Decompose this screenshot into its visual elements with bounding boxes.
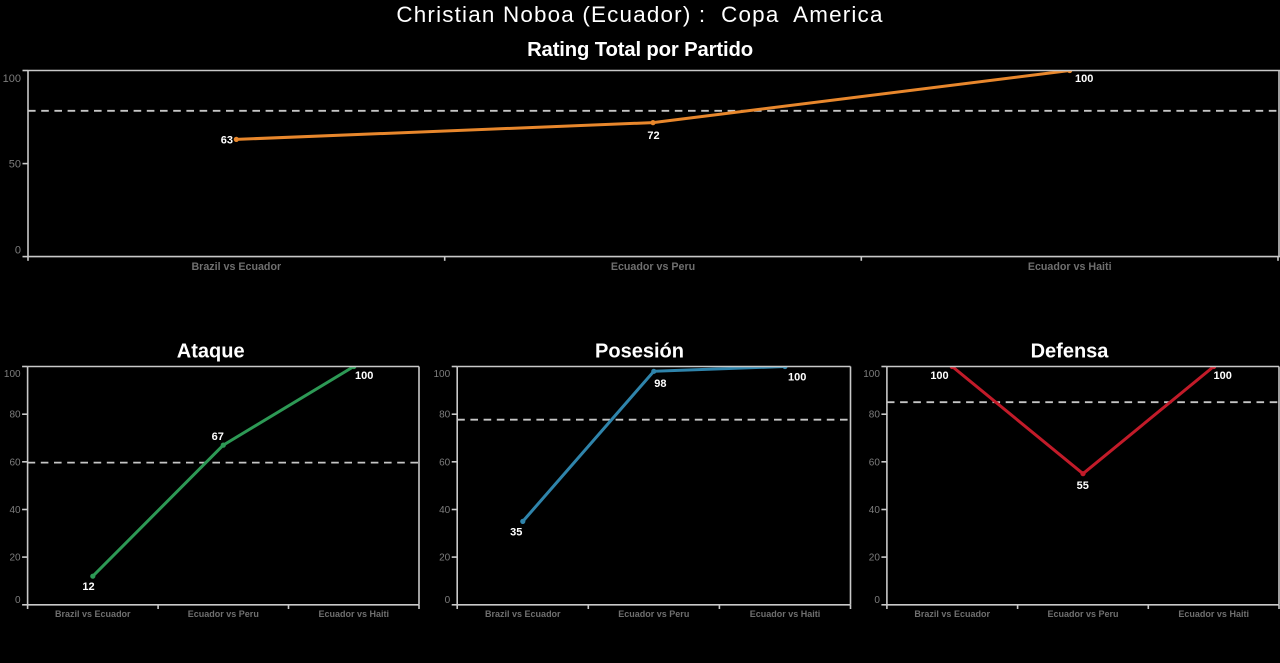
svg-text:Ecuador vs Peru: Ecuador vs Peru: [188, 609, 259, 619]
svg-text:40: 40: [439, 505, 451, 516]
svg-text:60: 60: [869, 457, 881, 468]
svg-text:Ataque: Ataque: [177, 341, 245, 363]
svg-text:60: 60: [9, 457, 21, 468]
svg-text:98: 98: [654, 378, 666, 390]
svg-text:72: 72: [647, 130, 659, 142]
svg-text:100: 100: [4, 369, 21, 380]
svg-text:100: 100: [3, 73, 21, 85]
svg-text:Ecuador vs Haiti: Ecuador vs Haiti: [1178, 609, 1249, 619]
svg-text:100: 100: [788, 372, 806, 384]
svg-text:0: 0: [874, 595, 880, 606]
svg-text:Ecuador vs Haiti: Ecuador vs Haiti: [319, 609, 390, 619]
svg-text:Ecuador vs Haiti: Ecuador vs Haiti: [1028, 261, 1112, 273]
svg-text:20: 20: [869, 553, 881, 564]
svg-text:80: 80: [439, 410, 451, 421]
svg-text:100: 100: [355, 370, 373, 382]
svg-text:Brazil vs Ecuador: Brazil vs Ecuador: [55, 609, 131, 619]
svg-text:67: 67: [212, 431, 224, 443]
svg-text:40: 40: [9, 505, 21, 516]
svg-text:0: 0: [15, 244, 21, 256]
svg-text:100: 100: [863, 369, 880, 380]
svg-text:Ecuador vs Haiti: Ecuador vs Haiti: [750, 609, 821, 619]
svg-text:35: 35: [510, 526, 522, 538]
svg-text:0: 0: [445, 595, 451, 606]
svg-text:55: 55: [1077, 480, 1089, 492]
svg-text:12: 12: [82, 581, 94, 593]
svg-text:100: 100: [1214, 370, 1232, 382]
svg-text:100: 100: [1075, 73, 1093, 85]
svg-text:40: 40: [869, 505, 881, 516]
svg-text:Brazil vs Ecuador: Brazil vs Ecuador: [485, 609, 561, 619]
svg-text:Posesión: Posesión: [595, 341, 684, 363]
svg-text:Ecuador vs Peru: Ecuador vs Peru: [618, 609, 689, 619]
svg-text:Brazil vs Ecuador: Brazil vs Ecuador: [914, 609, 990, 619]
svg-text:80: 80: [9, 410, 21, 421]
svg-text:Ecuador vs Peru: Ecuador vs Peru: [611, 261, 695, 273]
svg-text:60: 60: [439, 457, 451, 468]
svg-text:0: 0: [15, 595, 21, 606]
svg-text:Ecuador vs Peru: Ecuador vs Peru: [1047, 609, 1118, 619]
svg-text:Brazil vs Ecuador: Brazil vs Ecuador: [191, 261, 281, 273]
svg-text:20: 20: [9, 553, 21, 564]
svg-text:50: 50: [9, 158, 21, 170]
svg-text:20: 20: [439, 553, 451, 564]
svg-text:100: 100: [930, 370, 948, 382]
svg-text:100: 100: [434, 369, 451, 380]
svg-text:63: 63: [221, 134, 233, 146]
svg-text:Defensa: Defensa: [1031, 341, 1110, 363]
svg-text:80: 80: [869, 410, 881, 421]
